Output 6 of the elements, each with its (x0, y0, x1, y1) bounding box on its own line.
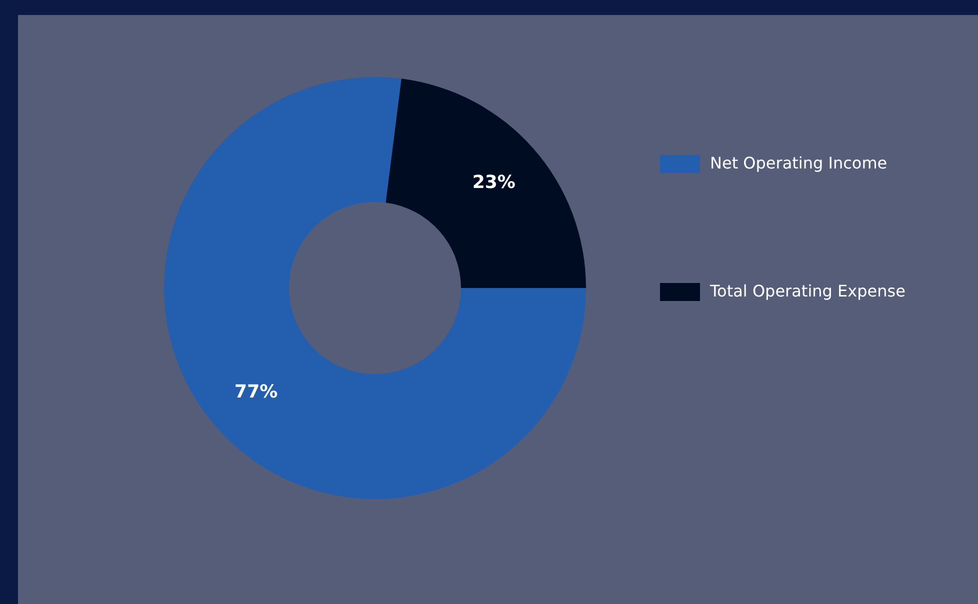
data-label: 23% (472, 172, 516, 194)
donut-slice (386, 78, 586, 288)
donut-slice (164, 77, 586, 499)
legend-label: Net Operating Income (710, 153, 888, 172)
data-label: 77% (234, 382, 278, 403)
legend-label: Total Operating Expense (709, 281, 906, 300)
